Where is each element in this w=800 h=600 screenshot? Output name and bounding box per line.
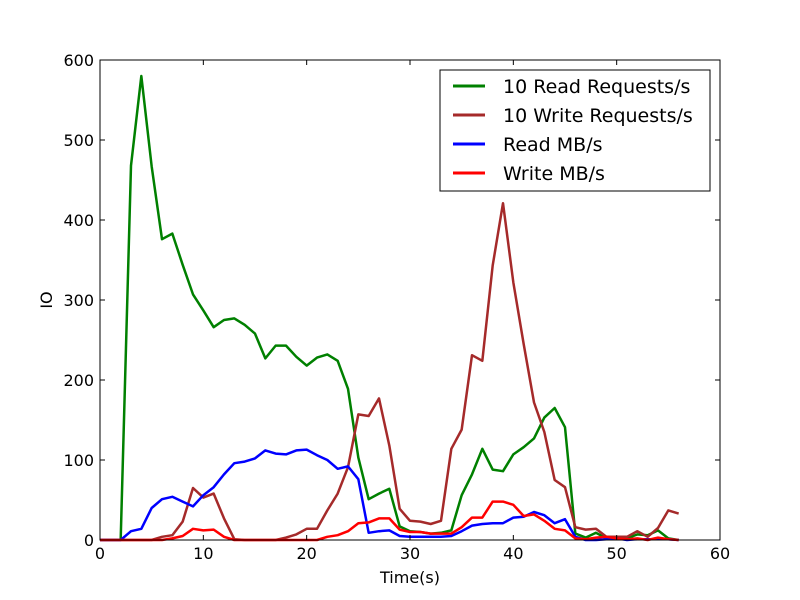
x-tick-label: 0 <box>95 544 105 563</box>
series-layer <box>100 74 680 542</box>
x-tick-label: 40 <box>503 544 523 563</box>
y-tick-label: 100 <box>63 451 94 470</box>
y-tick-label: 300 <box>63 291 94 310</box>
y-tick-label: 400 <box>63 211 94 230</box>
x-tick-label: 30 <box>400 544 420 563</box>
x-tick-label: 20 <box>296 544 316 563</box>
legend-label: 10 Read Requests/s <box>503 76 690 98</box>
x-tick-label: 10 <box>193 544 213 563</box>
x-tick-label: 60 <box>710 544 730 563</box>
legend: 10 Read Requests/s 10 Write Requests/s Rea… <box>439 69 711 192</box>
y-tick-label: 200 <box>63 371 94 390</box>
y-tick-label: 0 <box>84 531 94 550</box>
legend-box <box>439 69 711 192</box>
x-axis-label: Time(s) <box>379 568 440 587</box>
series-line-10-read-requests-s <box>100 74 679 542</box>
legend-label: 10 Write Requests/s <box>503 105 693 127</box>
series-line-write-mb-s <box>100 500 679 542</box>
legend-label: Read MB/s <box>503 134 603 156</box>
series-line-10-write-requests-s <box>100 201 680 542</box>
y-tick-label: 500 <box>63 131 94 150</box>
x-tick-label: 50 <box>606 544 626 563</box>
y-tick-label: 600 <box>63 51 94 70</box>
y-axis-label: IO <box>37 291 56 308</box>
legend-label: Write MB/s <box>503 163 605 185</box>
